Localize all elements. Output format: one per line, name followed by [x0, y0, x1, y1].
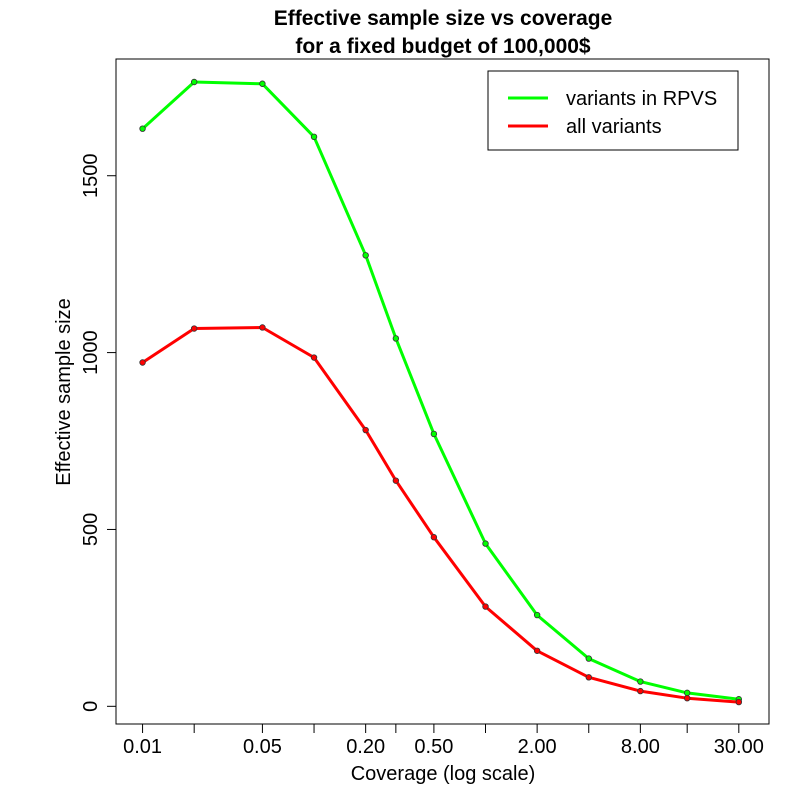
- x-tick-label: 0.20: [346, 736, 385, 758]
- y-tick-label: 1000: [80, 330, 102, 375]
- data-point: [362, 252, 369, 259]
- data-point: [482, 540, 489, 547]
- data-point: [362, 426, 369, 434]
- data-point: [310, 133, 318, 141]
- x-tick-label: 0.05: [243, 736, 282, 758]
- y-tick-label: 1500: [80, 153, 102, 198]
- x-tick-label: 8.00: [621, 736, 660, 758]
- data-point: [139, 125, 146, 132]
- series-line: [141, 326, 739, 704]
- data-point: [310, 354, 318, 361]
- data-point: [259, 80, 266, 87]
- series-all-variants: [139, 324, 743, 706]
- x-axis: 0.01 0.05 0.20 0.50 2.00 8.00 30.00: [123, 723, 764, 758]
- x-tick-label: 0.50: [414, 736, 453, 758]
- data-point: [430, 534, 438, 541]
- x-tick-label: 0.01: [123, 736, 162, 758]
- chart-title: Effective sample size vs coverage: [274, 7, 613, 30]
- data-point: [259, 324, 266, 331]
- data-point: [392, 477, 400, 484]
- data-point: [392, 335, 400, 342]
- x-axis-label: Coverage (log scale): [351, 763, 536, 785]
- data-point: [585, 674, 592, 681]
- y-axis-label: Effective sample size: [53, 298, 75, 486]
- data-point: [533, 611, 541, 619]
- data-point: [139, 359, 146, 366]
- legend-box: [487, 70, 739, 151]
- data-point: [683, 689, 691, 697]
- chart-subtitle: for a fixed budget of 100,000$: [295, 35, 591, 58]
- data-point: [637, 687, 644, 695]
- legend: variants in RPVS all variants: [487, 70, 739, 151]
- plot-frame: [115, 58, 770, 725]
- series-layer: [139, 78, 743, 706]
- data-point: [190, 325, 198, 332]
- data-point: [430, 430, 438, 438]
- data-point: [533, 647, 541, 654]
- data-point: [683, 694, 691, 702]
- data-point: [637, 678, 644, 685]
- series-line: [141, 80, 739, 701]
- x-tick-label: 2.00: [518, 736, 557, 758]
- y-axis: 0 500 1000 1500: [80, 153, 117, 712]
- x-tick-label: 30.00: [714, 736, 764, 758]
- series-variants-in-rpvs: [139, 78, 743, 703]
- y-tick-label: 500: [80, 513, 102, 546]
- y-tick-label: 0: [80, 701, 102, 712]
- legend-label: all variants: [566, 116, 662, 138]
- data-point: [735, 698, 743, 706]
- data-point: [482, 603, 489, 610]
- data-point: [585, 655, 592, 662]
- data-point: [190, 78, 198, 86]
- legend-label: variants in RPVS: [566, 88, 717, 110]
